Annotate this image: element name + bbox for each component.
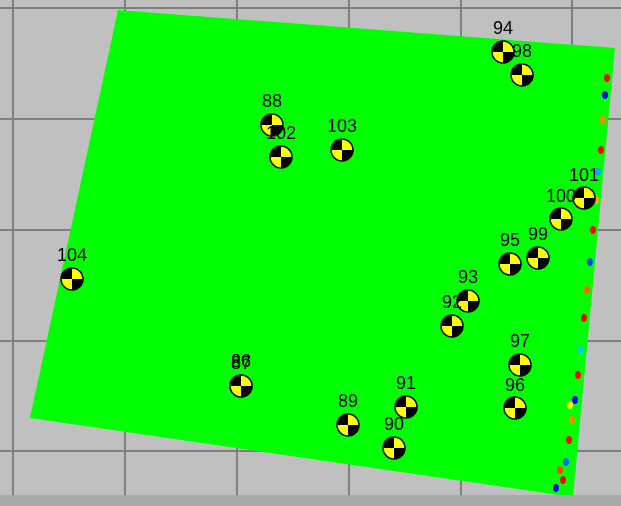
control-point-103-marker[interactable] [330, 138, 354, 162]
control-point-92-marker[interactable] [440, 314, 464, 338]
surface-artifact [604, 74, 610, 82]
surface-artifact [575, 371, 581, 379]
control-point-88-marker[interactable] [260, 113, 284, 137]
surface-artifact [595, 168, 601, 176]
surface-artifact [553, 484, 559, 492]
surface-artifact [590, 226, 596, 234]
control-point-90-marker[interactable] [382, 436, 406, 460]
control-point-95-marker[interactable] [498, 252, 522, 276]
surface-artifact [600, 116, 606, 124]
control-point-98-marker[interactable] [510, 63, 534, 87]
surface-artifact [598, 146, 604, 154]
surface-raster [30, 10, 615, 497]
surface-artifact [581, 314, 587, 322]
surface-artifact [602, 91, 608, 99]
surface-artifact [563, 458, 569, 466]
control-point-89-marker[interactable] [336, 413, 360, 437]
surface-artifact [557, 466, 563, 474]
control-point-94-marker[interactable] [491, 40, 515, 64]
control-point-104-marker[interactable] [60, 267, 84, 291]
control-point-87-marker[interactable] [229, 374, 253, 398]
control-point-99-marker[interactable] [526, 246, 550, 270]
surface-artifact [567, 401, 573, 409]
control-point-96-marker[interactable] [503, 396, 527, 420]
surface-artifact [584, 286, 590, 294]
surface-artifact [566, 436, 572, 444]
control-point-101-marker[interactable] [572, 186, 596, 210]
surface-artifacts [553, 74, 610, 492]
surface-artifact [572, 396, 578, 404]
control-point-91-marker[interactable] [394, 395, 418, 419]
control-point-100-marker[interactable] [549, 207, 573, 231]
control-point-markers [60, 40, 596, 460]
control-point-93-marker[interactable] [456, 289, 480, 313]
surface-artifact [578, 346, 584, 354]
control-point-102-marker[interactable] [269, 145, 293, 169]
terrain-surface [30, 10, 615, 497]
surface-artifact [587, 258, 593, 266]
surface-artifact [569, 416, 575, 424]
surface-artifact [560, 476, 566, 484]
control-point-97-marker[interactable] [508, 353, 532, 377]
status-strip [0, 495, 621, 506]
